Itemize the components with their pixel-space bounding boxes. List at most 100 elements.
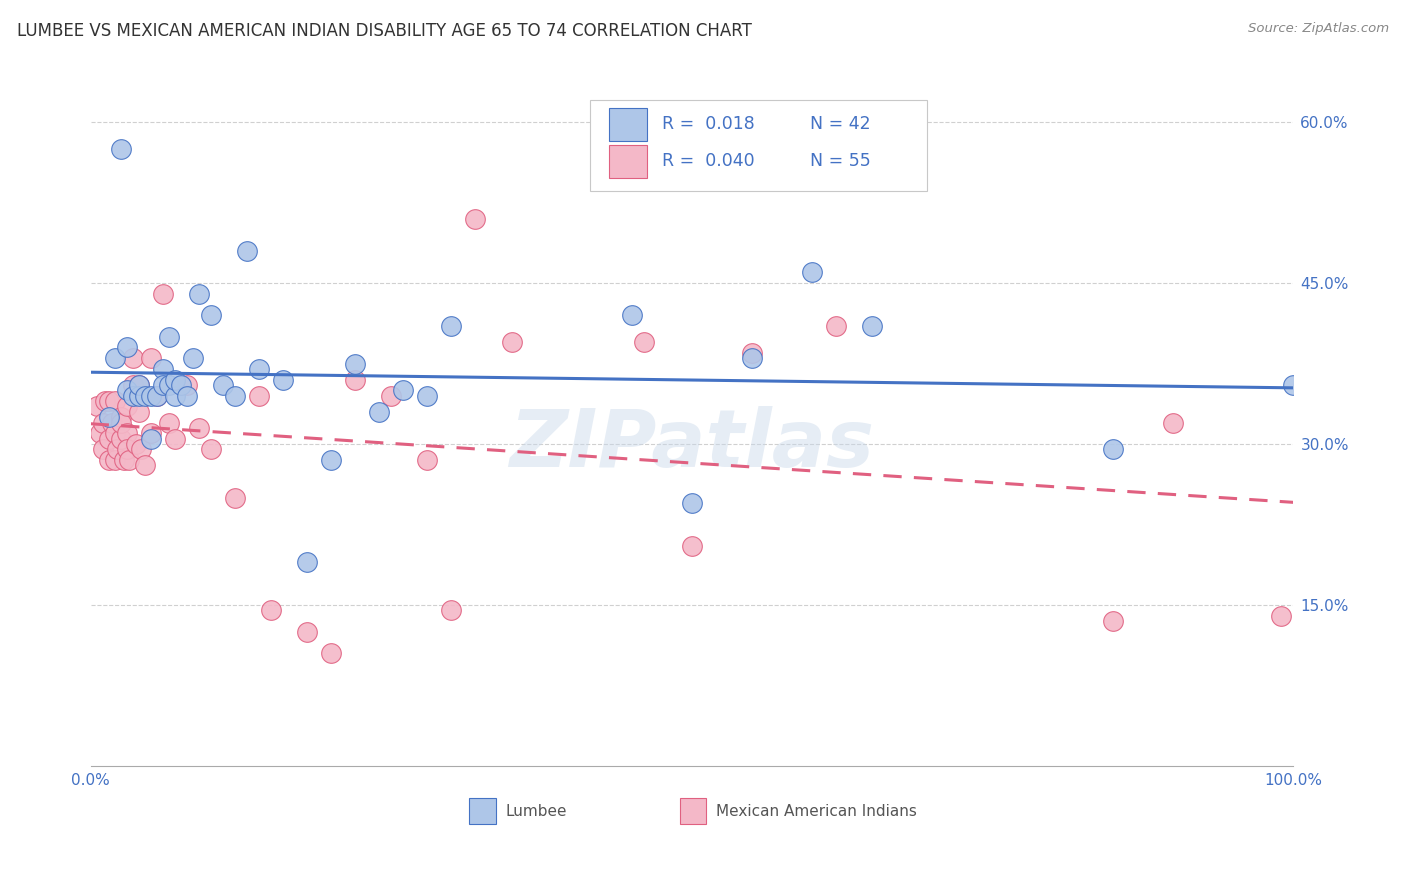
- Point: [1102, 614, 1125, 628]
- Point: [128, 378, 150, 392]
- Point: [97, 410, 120, 425]
- Point: [1161, 416, 1184, 430]
- Point: [104, 453, 127, 467]
- Point: [416, 389, 439, 403]
- Point: [115, 340, 138, 354]
- Bar: [609, 108, 648, 141]
- Point: [157, 329, 180, 343]
- Bar: [609, 145, 648, 178]
- Point: [139, 389, 162, 403]
- Point: [1102, 442, 1125, 457]
- Bar: [681, 797, 706, 824]
- Point: [139, 432, 162, 446]
- Point: [181, 351, 204, 366]
- Point: [139, 351, 162, 366]
- Point: [200, 442, 222, 457]
- Point: [187, 421, 209, 435]
- Point: [247, 362, 270, 376]
- Point: [440, 318, 463, 333]
- Point: [260, 603, 283, 617]
- Point: [440, 603, 463, 617]
- Point: [115, 384, 138, 398]
- Text: N = 55: N = 55: [810, 153, 870, 170]
- Point: [224, 389, 246, 403]
- Text: LUMBEE VS MEXICAN AMERICAN INDIAN DISABILITY AGE 65 TO 74 CORRELATION CHART: LUMBEE VS MEXICAN AMERICAN INDIAN DISABI…: [17, 22, 752, 40]
- Point: [1270, 608, 1292, 623]
- Point: [212, 378, 235, 392]
- Point: [380, 389, 402, 403]
- Point: [110, 410, 132, 425]
- Point: [152, 362, 174, 376]
- Point: [152, 286, 174, 301]
- Point: [157, 378, 180, 392]
- Point: [224, 491, 246, 505]
- Point: [801, 265, 824, 279]
- Point: [91, 442, 114, 457]
- Text: Lumbee: Lumbee: [506, 804, 567, 819]
- Point: [128, 378, 150, 392]
- Point: [104, 426, 127, 441]
- Point: [157, 416, 180, 430]
- Point: [104, 394, 127, 409]
- Point: [121, 389, 143, 403]
- Point: [170, 378, 193, 392]
- Point: [145, 389, 167, 403]
- Point: [97, 432, 120, 446]
- Text: Source: ZipAtlas.com: Source: ZipAtlas.com: [1249, 22, 1389, 36]
- Point: [620, 308, 643, 322]
- Point: [187, 286, 209, 301]
- Point: [118, 453, 141, 467]
- Point: [129, 442, 152, 457]
- Point: [295, 555, 318, 569]
- Text: N = 42: N = 42: [810, 115, 870, 133]
- Point: [89, 426, 111, 441]
- Point: [1282, 378, 1305, 392]
- FancyBboxPatch shape: [589, 100, 927, 191]
- Text: R =  0.040: R = 0.040: [662, 153, 755, 170]
- Point: [344, 357, 367, 371]
- Point: [91, 416, 114, 430]
- Point: [104, 351, 127, 366]
- Point: [105, 442, 128, 457]
- Point: [101, 416, 124, 430]
- Point: [115, 442, 138, 457]
- Point: [145, 389, 167, 403]
- Point: [368, 405, 391, 419]
- Point: [134, 389, 156, 403]
- Point: [321, 646, 343, 660]
- Point: [134, 458, 156, 473]
- Point: [825, 318, 848, 333]
- Point: [681, 496, 703, 510]
- Point: [110, 432, 132, 446]
- Point: [344, 373, 367, 387]
- Point: [236, 244, 259, 258]
- Point: [115, 400, 138, 414]
- Point: [681, 539, 703, 553]
- Point: [112, 453, 135, 467]
- Point: [163, 373, 186, 387]
- Text: R =  0.018: R = 0.018: [662, 115, 755, 133]
- Point: [295, 624, 318, 639]
- Text: ZIPatlas: ZIPatlas: [509, 406, 875, 484]
- Point: [139, 426, 162, 441]
- Point: [416, 453, 439, 467]
- Point: [115, 426, 138, 441]
- Point: [860, 318, 883, 333]
- Point: [741, 351, 763, 366]
- Point: [633, 334, 655, 349]
- Point: [128, 405, 150, 419]
- Point: [200, 308, 222, 322]
- Point: [121, 351, 143, 366]
- Point: [97, 394, 120, 409]
- Point: [392, 384, 415, 398]
- Point: [128, 389, 150, 403]
- Point: [163, 432, 186, 446]
- Point: [97, 453, 120, 467]
- Point: [94, 394, 117, 409]
- Point: [176, 389, 198, 403]
- Point: [86, 400, 108, 414]
- Point: [741, 346, 763, 360]
- Point: [163, 389, 186, 403]
- Point: [271, 373, 294, 387]
- Point: [501, 334, 523, 349]
